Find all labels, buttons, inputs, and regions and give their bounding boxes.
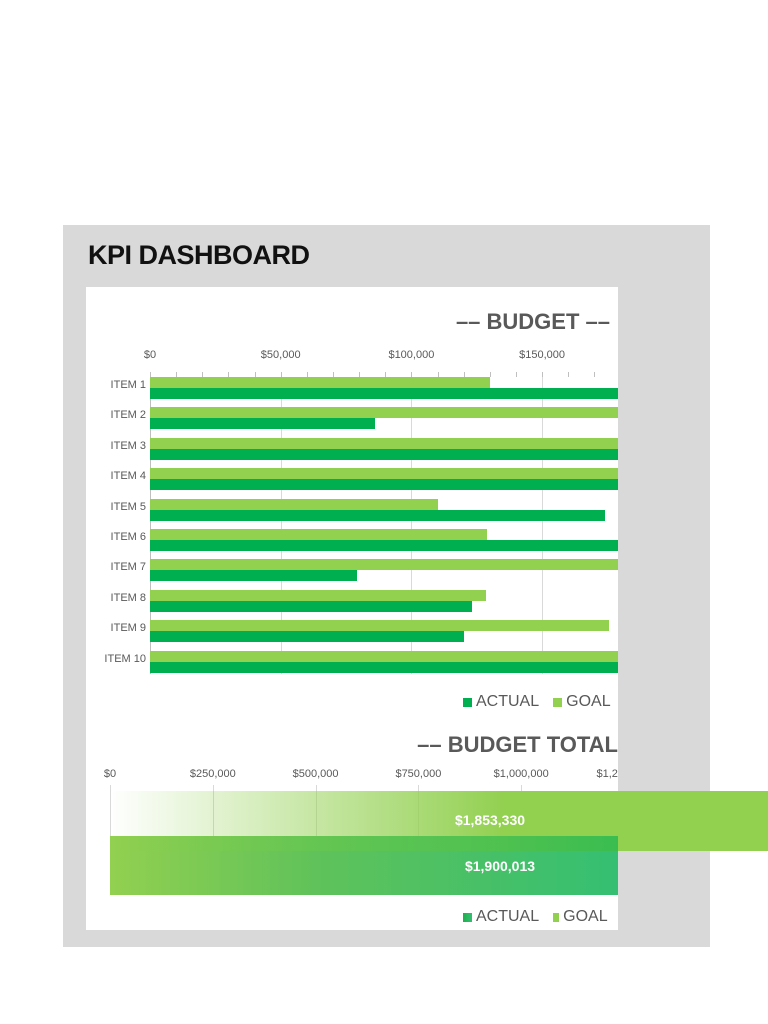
minor-tick xyxy=(489,372,491,377)
minor-tick xyxy=(411,372,413,377)
actual-total-bar xyxy=(110,836,618,895)
minor-tick xyxy=(176,372,178,377)
minor-tick xyxy=(202,372,204,377)
x-tick-label: $500,000 xyxy=(292,768,339,780)
minor-tick xyxy=(463,372,465,377)
x-tick-label: $1,250,000 xyxy=(596,768,618,780)
page-title: KPI DASHBOARD xyxy=(88,240,310,270)
actual-bar xyxy=(150,661,618,673)
minor-tick xyxy=(568,372,570,377)
actual-bar xyxy=(150,509,605,521)
minor-tick xyxy=(594,372,596,377)
goal-bar xyxy=(150,559,618,571)
y-tick-label: ITEM 9 xyxy=(110,622,146,635)
goal-bar xyxy=(150,620,609,632)
actual-total-label: $1,900,013 xyxy=(464,858,536,874)
x-tick-label: $50,000 xyxy=(260,349,301,361)
actual-bar xyxy=(150,631,464,643)
minor-tick xyxy=(359,372,361,377)
gridline xyxy=(542,372,544,674)
y-tick-label: ITEM 10 xyxy=(104,652,146,665)
y-tick-label: ITEM 7 xyxy=(110,561,146,574)
y-tick-label: ITEM 2 xyxy=(110,409,146,422)
legend-swatch-goal xyxy=(553,697,563,707)
minor-tick xyxy=(542,372,544,377)
y-tick-label: ITEM 3 xyxy=(110,439,146,452)
x-tick-label: $0 xyxy=(103,768,117,780)
budget-total-title: –– BUDGET TOTAL xyxy=(417,732,618,757)
legend-label-goal: GOAL xyxy=(563,908,608,925)
x-tick-label: $0 xyxy=(143,349,157,361)
actual-bar xyxy=(150,570,357,582)
legend-label-actual: ACTUAL xyxy=(476,693,540,710)
minor-tick xyxy=(228,372,230,377)
minor-tick xyxy=(437,372,439,377)
actual-bar xyxy=(150,479,618,491)
actual-bar xyxy=(150,540,618,551)
minor-tick xyxy=(515,372,517,377)
legend-label-actual: ACTUAL xyxy=(476,908,540,925)
x-tick-label: $150,000 xyxy=(519,349,566,361)
goal-bar xyxy=(150,498,438,510)
y-tick-label: ITEM 5 xyxy=(110,500,146,513)
x-tick-label: $1,000,000 xyxy=(493,768,549,780)
y-tick-label: ITEM 1 xyxy=(110,379,146,391)
x-tick-label: $250,000 xyxy=(189,768,236,780)
budget-chart-title: –– BUDGET –– xyxy=(455,309,610,334)
legend-label-goal: GOAL xyxy=(566,693,611,710)
goal-bar xyxy=(150,377,490,388)
goal-bar xyxy=(150,650,618,662)
legend-swatch-goal xyxy=(553,912,560,922)
y-axis-line xyxy=(150,372,151,674)
minor-tick xyxy=(254,372,256,377)
chart-card: –– BUDGET –– $0 $50,000 $100,000 $150,000 IT… xyxy=(86,287,618,930)
goal-bar xyxy=(150,437,618,449)
budget-total-legend: ACTUAL GOAL xyxy=(463,908,608,926)
x-tick-label: $100,000 xyxy=(388,349,435,361)
minor-tick xyxy=(332,372,334,377)
actual-bar xyxy=(150,448,618,460)
x-tick-label: $750,000 xyxy=(395,768,442,780)
minor-tick xyxy=(385,372,387,377)
goal-bar xyxy=(150,529,488,540)
legend-swatch-actual xyxy=(463,912,472,922)
goal-bar xyxy=(150,407,618,419)
gridline xyxy=(411,372,413,674)
y-tick-label: ITEM 4 xyxy=(110,470,146,483)
actual-bar xyxy=(150,388,618,399)
legend-swatch-actual xyxy=(463,697,472,707)
gridline xyxy=(280,372,282,674)
goal-bar xyxy=(150,589,486,601)
goal-bar xyxy=(150,468,618,480)
actual-bar xyxy=(150,600,472,612)
budget-legend: ACTUAL GOAL xyxy=(463,693,611,711)
minor-tick xyxy=(280,372,282,377)
minor-tick xyxy=(306,372,308,377)
y-tick-label: ITEM 6 xyxy=(110,531,146,543)
y-tick-label: ITEM 8 xyxy=(110,591,146,604)
actual-bar xyxy=(150,418,375,430)
